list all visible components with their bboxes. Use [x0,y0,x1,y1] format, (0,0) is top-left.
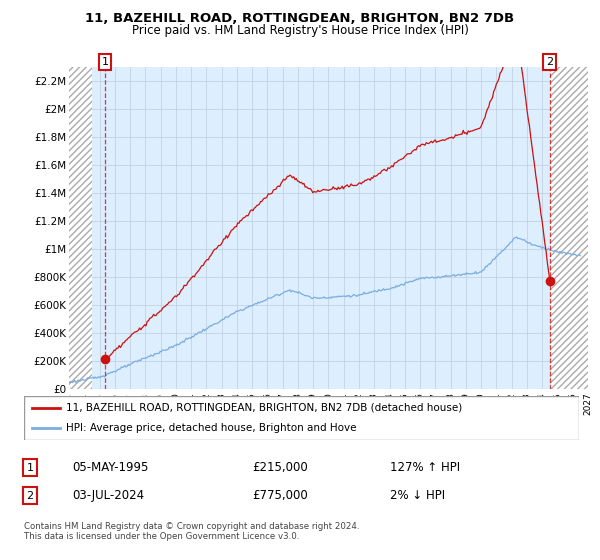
Text: 2% ↓ HPI: 2% ↓ HPI [390,489,445,502]
Text: Contains HM Land Registry data © Crown copyright and database right 2024.
This d: Contains HM Land Registry data © Crown c… [24,522,359,542]
Text: 11, BAZEHILL ROAD, ROTTINGDEAN, BRIGHTON, BN2 7DB: 11, BAZEHILL ROAD, ROTTINGDEAN, BRIGHTON… [85,12,515,25]
Bar [69,67,92,389]
Bar [550,67,588,389]
Text: £215,000: £215,000 [252,461,308,474]
Text: Price paid vs. HM Land Registry's House Price Index (HPI): Price paid vs. HM Land Registry's House … [131,24,469,36]
FancyBboxPatch shape [24,396,579,440]
Text: 05-MAY-1995: 05-MAY-1995 [72,461,148,474]
Text: £775,000: £775,000 [252,489,308,502]
Text: HPI: Average price, detached house, Brighton and Hove: HPI: Average price, detached house, Brig… [65,423,356,433]
Text: 11, BAZEHILL ROAD, ROTTINGDEAN, BRIGHTON, BN2 7DB (detached house): 11, BAZEHILL ROAD, ROTTINGDEAN, BRIGHTON… [65,403,462,413]
Text: 127% ↑ HPI: 127% ↑ HPI [390,461,460,474]
Text: 1: 1 [101,57,109,67]
Text: 2: 2 [546,57,553,67]
Text: 2: 2 [26,491,34,501]
Text: 1: 1 [26,463,34,473]
Text: 03-JUL-2024: 03-JUL-2024 [72,489,144,502]
